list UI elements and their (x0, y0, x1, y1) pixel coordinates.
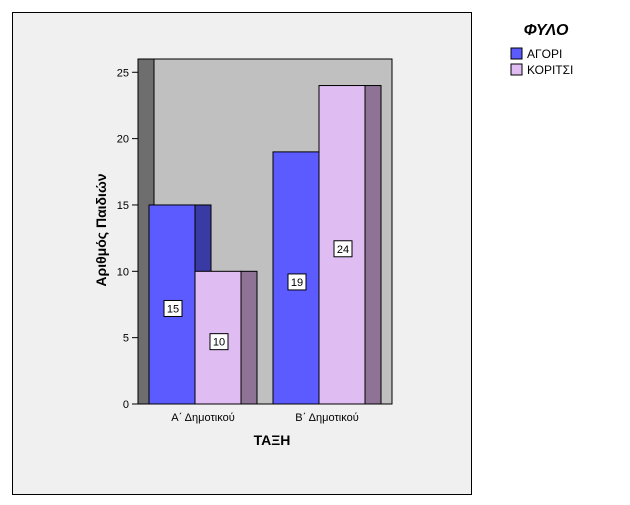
data-label: 10 (213, 337, 225, 349)
x-tick-label: Β΄ Δημοτικού (295, 412, 359, 424)
y-tick-label: 5 (123, 333, 129, 345)
legend-swatch (510, 63, 523, 76)
legend-items-group: ΑΓΟΡΙ ΚΟΡΙΤΣΙ (510, 47, 573, 77)
data-label: 24 (337, 244, 349, 256)
data-label-box (163, 299, 183, 317)
data-label-box (209, 333, 229, 351)
plot-area: 15 10 19 24 (137, 58, 393, 405)
y-ticks-group: 0 5 10 15 20 25 (117, 67, 138, 411)
y-axis: 0 5 10 15 20 25 (117, 59, 139, 411)
data-label-box (333, 240, 353, 258)
bars-group (148, 85, 382, 405)
y-tick-label: 0 (123, 399, 129, 411)
x-axis: Α΄ Δημοτικού Β΄ Δημοτικού (171, 412, 359, 424)
data-label: 19 (291, 277, 303, 289)
bar-side-koritsi-1 (364, 85, 382, 405)
x-axis-title: ΤΑΞΗ (254, 432, 291, 448)
y-tick-label: 15 (117, 200, 129, 212)
y-axis-title: Αριθμός Παιδιών (93, 173, 109, 286)
data-label-box (287, 273, 307, 291)
x-tick-label: Α΄ Δημοτικού (171, 412, 235, 424)
x-ticks-group: Α΄ Δημοτικού Β΄ Δημοτικού (171, 412, 359, 424)
legend-title: ΦΥΛΟ (524, 22, 569, 39)
legend-swatch (510, 47, 523, 60)
legend: ΦΥΛΟ ΑΓΟΡΙ ΚΟΡΙΤΣΙ (510, 22, 573, 77)
bar-side-koritsi-0 (240, 270, 258, 405)
data-label: 15 (167, 303, 179, 315)
y-tick-label: 10 (117, 266, 129, 278)
y-tick-label: 20 (117, 134, 129, 146)
legend-label: ΑΓΟΡΙ (527, 47, 562, 61)
y-tick-label: 25 (117, 67, 129, 79)
legend-label: ΚΟΡΙΤΣΙ (527, 63, 573, 77)
data-labels-group: 15 10 19 24 (163, 240, 353, 351)
